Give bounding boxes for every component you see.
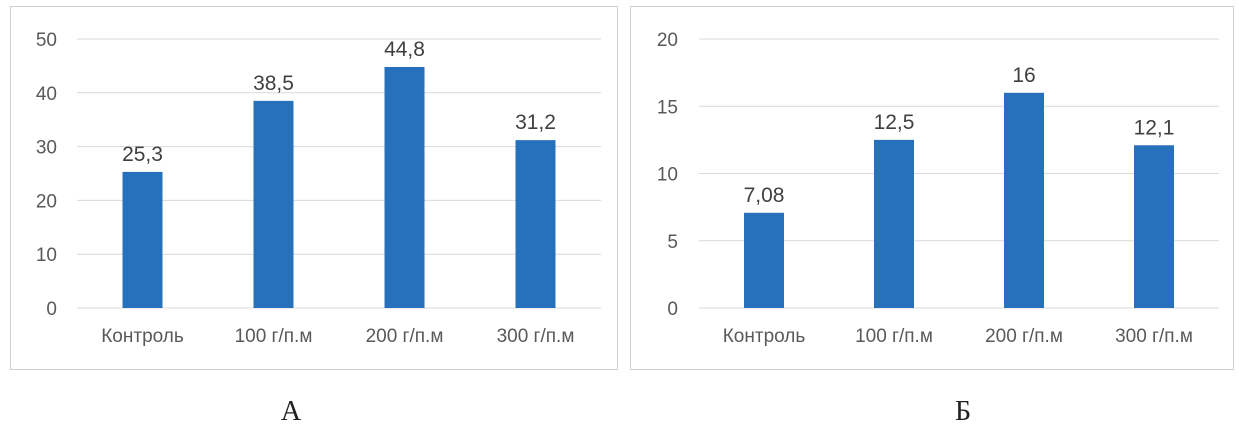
bar-chart-b: 0 5 10 15 20 7,08 Контроль 12,5 100 г/п.м 16 200 г… [657, 30, 1219, 347]
x-tick-label-a-1: 100 г/п.м [235, 326, 313, 347]
bar-a-1 [253, 100, 294, 309]
bar-a-0 [122, 171, 163, 308]
data-label-a-1: 38,5 [253, 72, 294, 95]
x-tick-label-a-2: 200 г/п.м [366, 326, 444, 347]
x-tick-label-a-3: 300 г/п.м [497, 326, 575, 347]
data-label-a-2: 44,8 [384, 38, 425, 61]
data-label-b-1: 12,5 [874, 111, 915, 134]
chart-panel-b: 0 5 10 15 20 7,08 Контроль 12,5 100 г/п.м 16 200 г… [630, 6, 1234, 370]
bar-b-2 [1004, 92, 1044, 308]
y-tick-label-b-1: 5 [667, 232, 678, 253]
data-label-a-3: 31,2 [515, 111, 556, 134]
bar-b-0 [744, 212, 784, 308]
bar-a-2 [384, 66, 425, 308]
y-tick-label-b-4: 20 [657, 30, 678, 51]
bar-b-1 [874, 139, 914, 308]
y-tick-label-a-5: 50 [36, 30, 57, 51]
y-tick-label-a-3: 30 [36, 138, 57, 159]
x-tick-label-b-1: 100 г/п.м [855, 326, 933, 347]
y-tick-label-b-2: 10 [657, 165, 678, 186]
y-tick-label-a-4: 40 [36, 84, 57, 105]
x-tick-label-b-0: Контроль [723, 326, 806, 347]
data-label-b-3: 12,1 [1134, 116, 1175, 139]
chart-caption-a: А [280, 396, 302, 427]
x-tick-label-b-3: 300 г/п.м [1115, 326, 1193, 347]
data-label-a-0: 25,3 [122, 143, 163, 166]
y-tick-label-b-3: 15 [657, 97, 678, 118]
x-tick-label-a-0: Контроль [101, 326, 184, 347]
y-tick-label-a-2: 20 [36, 191, 57, 212]
y-tick-label-a-0: 0 [46, 299, 57, 320]
chart-panel-a: 0 10 20 30 40 50 25,3 Контроль 38,5 100 г/п.м 44,8… [10, 6, 618, 370]
y-tick-label-a-1: 10 [36, 245, 57, 266]
bar-b-3 [1134, 145, 1174, 308]
chart-caption-b: Б [954, 396, 972, 427]
bar-a-3 [515, 140, 556, 308]
data-label-b-0: 7,08 [744, 184, 785, 207]
data-label-b-2: 16 [1012, 64, 1035, 87]
y-tick-label-b-0: 0 [667, 299, 678, 320]
x-tick-label-b-2: 200 г/п.м [985, 326, 1063, 347]
bar-chart-a: 0 10 20 30 40 50 25,3 Контроль 38,5 100 г/п.м 44,8… [36, 30, 601, 347]
